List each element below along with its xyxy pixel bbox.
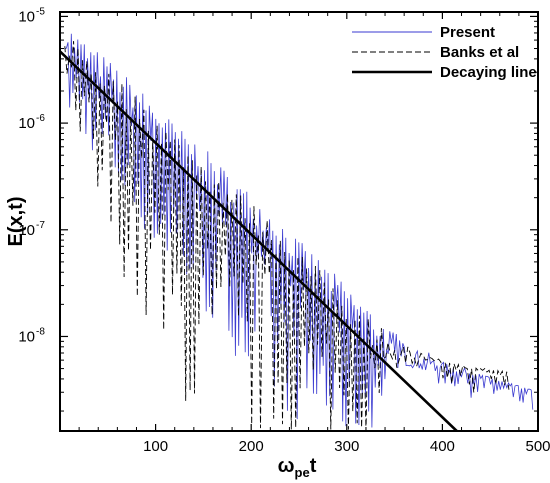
series-line-present (64, 33, 534, 428)
y-axis-label: E(x,t) (5, 197, 27, 247)
x-axis: 100 200 300 400 500 (78, 12, 550, 455)
y-tick-exponent: -8 (36, 326, 45, 337)
legend-label-decaying-line: Decaying line (440, 64, 537, 81)
x-tick-label: 300 (334, 438, 359, 455)
y-axis: 10-810-710-610-5 (18, 6, 538, 412)
plot-area (60, 33, 534, 431)
x-tick-label: 400 (430, 438, 455, 455)
y-tick-exponent: -6 (36, 113, 45, 124)
x-axis-label-suffix: t (310, 455, 317, 477)
y-tick-exponent: -7 (36, 220, 45, 231)
y-tick-label: 10 (18, 115, 35, 132)
y-tick-label: 10 (18, 8, 35, 25)
y-tick-label: 10 (18, 222, 35, 239)
x-axis-label: ωpet (278, 455, 317, 480)
y-tick-label: 10 (18, 328, 35, 345)
x-axis-label-subscript: pe (295, 465, 310, 480)
x-tick-label: 100 (143, 438, 168, 455)
x-axis-label-symbol: ω (278, 455, 295, 477)
x-tick-label: 500 (525, 438, 550, 455)
legend-label-banks-et-al: Banks et al (440, 44, 519, 61)
legend-label-present: Present (440, 24, 495, 41)
legend: Present Banks et al Decaying line (352, 24, 537, 81)
series-line-banks-et-al (64, 41, 510, 431)
plot-frame (59, 11, 539, 432)
x-tick-label: 200 (239, 438, 264, 455)
series-line-decaying-line (60, 50, 458, 431)
y-tick-exponent: -5 (36, 6, 45, 17)
